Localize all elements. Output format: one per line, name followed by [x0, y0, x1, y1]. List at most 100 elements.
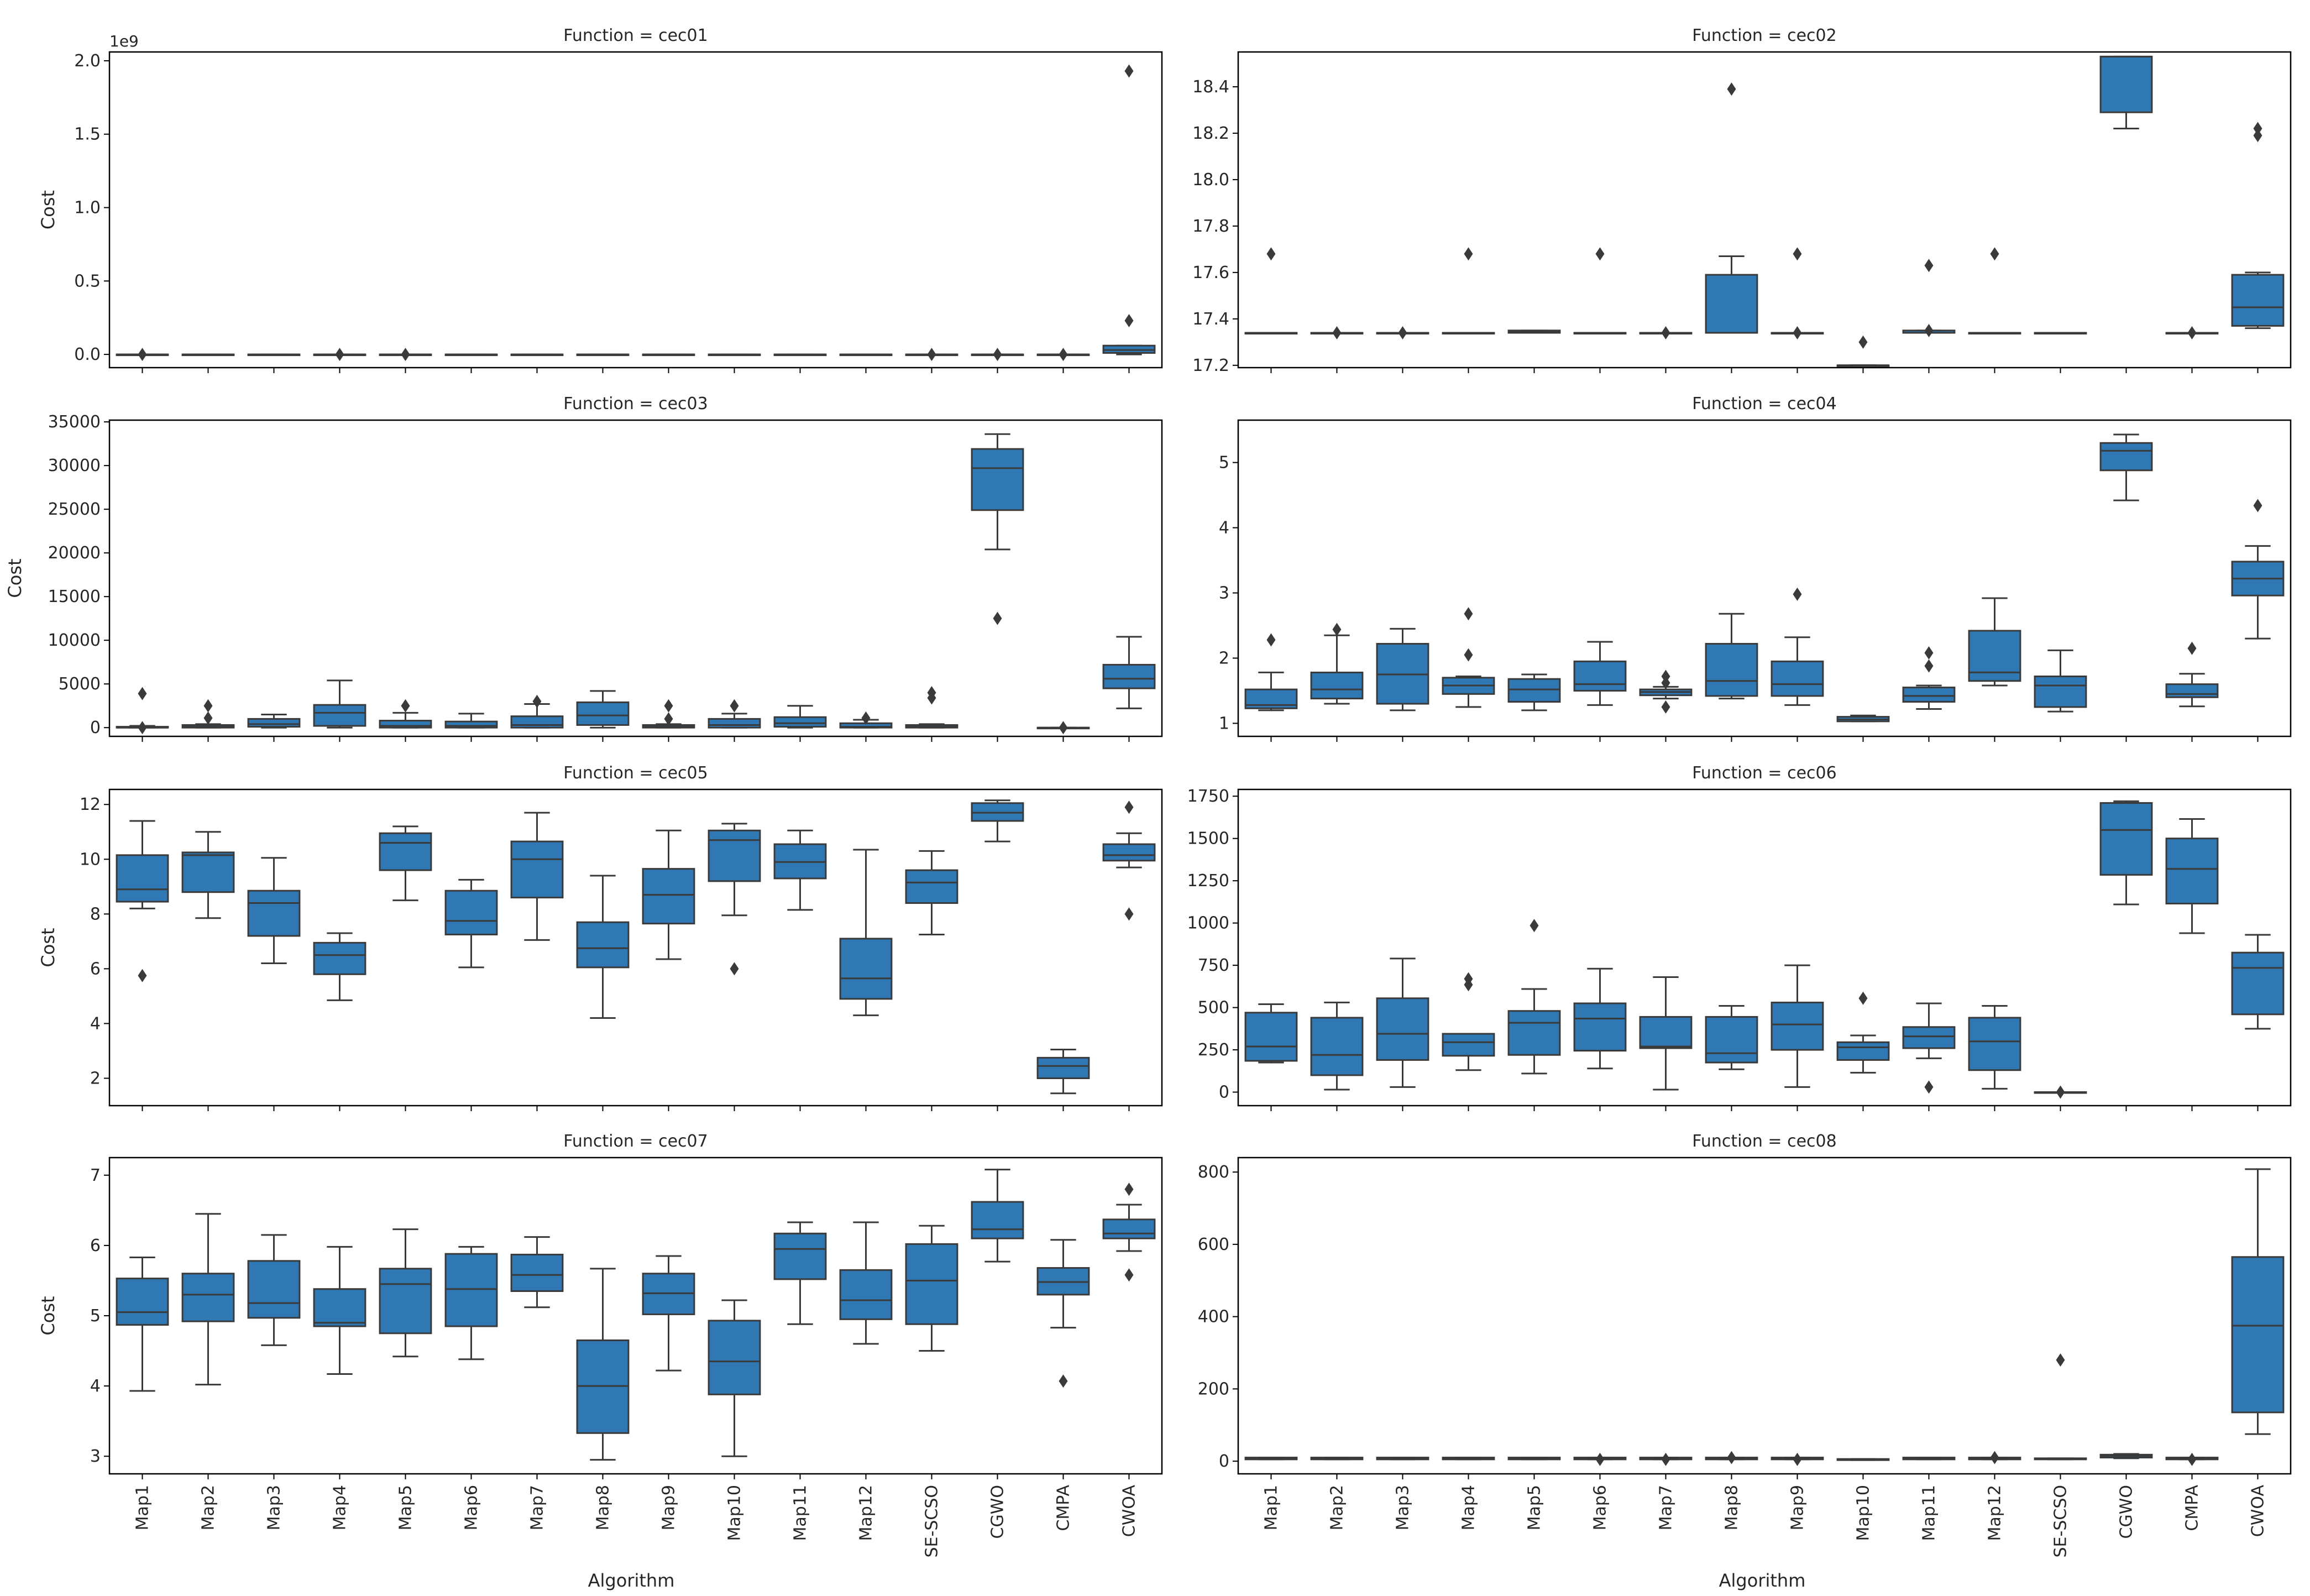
outlier-marker [861, 711, 871, 725]
box-iqr [313, 1288, 366, 1327]
box-Map11 [1902, 646, 1956, 710]
x-tick-label: Map5 [396, 1485, 416, 1530]
outlier-marker [1124, 314, 1134, 328]
box-SE-SCSO [2034, 1353, 2087, 1461]
box-Map4 [1442, 607, 1495, 708]
box-Map8 [1705, 82, 1758, 334]
box-iqr [2099, 442, 2153, 472]
box-Map7 [1639, 326, 1693, 340]
y-tick-label: 0.5 [74, 271, 101, 291]
outlier-marker [203, 711, 213, 725]
box-iqr [379, 1268, 432, 1335]
y-tick-label: 1.0 [74, 198, 101, 218]
outlier-marker [138, 721, 147, 735]
box-Map11 [773, 1221, 827, 1325]
box-Map9 [1771, 587, 1824, 706]
box-Map7 [510, 694, 564, 729]
box-Map7 [510, 353, 564, 357]
box-Map10 [1836, 335, 1890, 367]
outlier-marker [1924, 1080, 1934, 1094]
box-Map5 [379, 348, 432, 362]
box-iqr [2099, 802, 2153, 876]
axes-frame [1237, 51, 2292, 369]
box-CMPA [1036, 348, 1090, 362]
box-iqr [1902, 687, 1956, 703]
box-Map12 [1968, 597, 2021, 687]
box-iqr [2231, 951, 2285, 1016]
y-tick-label: 500 [1198, 998, 1229, 1018]
box-CWOA [1102, 64, 1156, 355]
x-tick-label: CMPA [1054, 1485, 1073, 1531]
y-tick-label: 5 [90, 1306, 101, 1326]
box-CGWO [2099, 55, 2153, 130]
y-tick-label: 18.4 [1192, 77, 1229, 97]
x-tick-label: Map3 [1394, 1485, 1413, 1530]
box-iqr [1836, 1041, 1890, 1061]
panel-4: Function = cec04 1 2 3 4 5 [1219, 394, 2292, 742]
x-tick-label: Map12 [1986, 1485, 2005, 1541]
outlier-marker [1124, 1182, 1134, 1196]
y-tick-label: 17.4 [1192, 310, 1229, 329]
outlier-marker [138, 687, 147, 700]
box-SE-SCSO [905, 1225, 958, 1352]
box-Map6 [1573, 967, 1627, 1070]
outlier-marker [1793, 1452, 1802, 1466]
box-iqr [181, 1273, 235, 1322]
box-Map8 [1705, 613, 1758, 700]
x-tick-label: Map1 [133, 1485, 153, 1530]
y-tick-label: 18.2 [1192, 124, 1229, 143]
panel-title: Function = cec02 [1692, 26, 1836, 45]
box-iqr [1968, 1017, 2021, 1071]
outlier-marker [1793, 326, 1802, 340]
box-iqr [642, 868, 695, 925]
box-iqr [905, 869, 958, 904]
box-Map1 [116, 687, 169, 735]
box-iqr [1639, 1016, 1693, 1049]
y-tick-label: 18.0 [1192, 170, 1229, 190]
panel-2: Function = cec02 17.2 17.4 17.6 17.8 18.0 18.2… [1192, 26, 2292, 375]
y-tick-label: 600 [1198, 1235, 1229, 1254]
box-Map9 [642, 353, 695, 357]
box-iqr [1771, 660, 1824, 697]
x-tick-label: Map9 [659, 1485, 679, 1530]
box-Map11 [1902, 1457, 1956, 1461]
box-iqr [116, 854, 169, 903]
outlier-marker [1332, 326, 1342, 340]
outlier-marker [993, 611, 1002, 625]
box-Map9 [642, 699, 695, 729]
box-Map8 [576, 875, 630, 1019]
y-axis-label: Cost [38, 1296, 59, 1335]
y-tick-label: 15000 [48, 587, 101, 606]
axes-frame [108, 1157, 1163, 1475]
box-Map5 [1507, 919, 1561, 1075]
panel-title: Function = cec04 [1692, 394, 1836, 414]
box-Map11 [773, 829, 827, 911]
box-Map4 [313, 679, 366, 729]
box-Map7 [510, 812, 564, 941]
box-SE-SCSO [905, 348, 958, 362]
box-iqr [247, 889, 301, 937]
y-tick-label: 800 [1198, 1163, 1229, 1182]
panel-title: Function = cec08 [1692, 1132, 1836, 1151]
box-Map1 [116, 820, 169, 982]
x-tick-label: CMPA [2183, 1485, 2202, 1531]
panel-7: Function = cec07 3 4 5 6 7 Cost Map1 Map2 Map3 Map… [38, 1132, 1163, 1557]
box-CWOA [2231, 499, 2285, 640]
outlier-marker [1595, 1452, 1605, 1466]
box-CWOA [1102, 636, 1156, 709]
box-iqr [444, 889, 498, 935]
y-tick-label: 3 [90, 1447, 101, 1466]
box-Map2 [1310, 622, 1364, 705]
box-Map8 [576, 690, 630, 729]
x-tick-label: Map12 [857, 1485, 876, 1541]
box-iqr [1902, 1026, 1956, 1049]
y-tick-label: 30000 [48, 456, 101, 475]
box-Map10 [708, 1299, 761, 1457]
y-tick-label: 1 [1219, 714, 1229, 733]
outlier-marker [1924, 646, 1934, 660]
box-iqr [1705, 1016, 1758, 1064]
box-iqr [773, 716, 827, 728]
box-Map10 [1836, 1458, 1890, 1461]
box-iqr [839, 1269, 893, 1320]
